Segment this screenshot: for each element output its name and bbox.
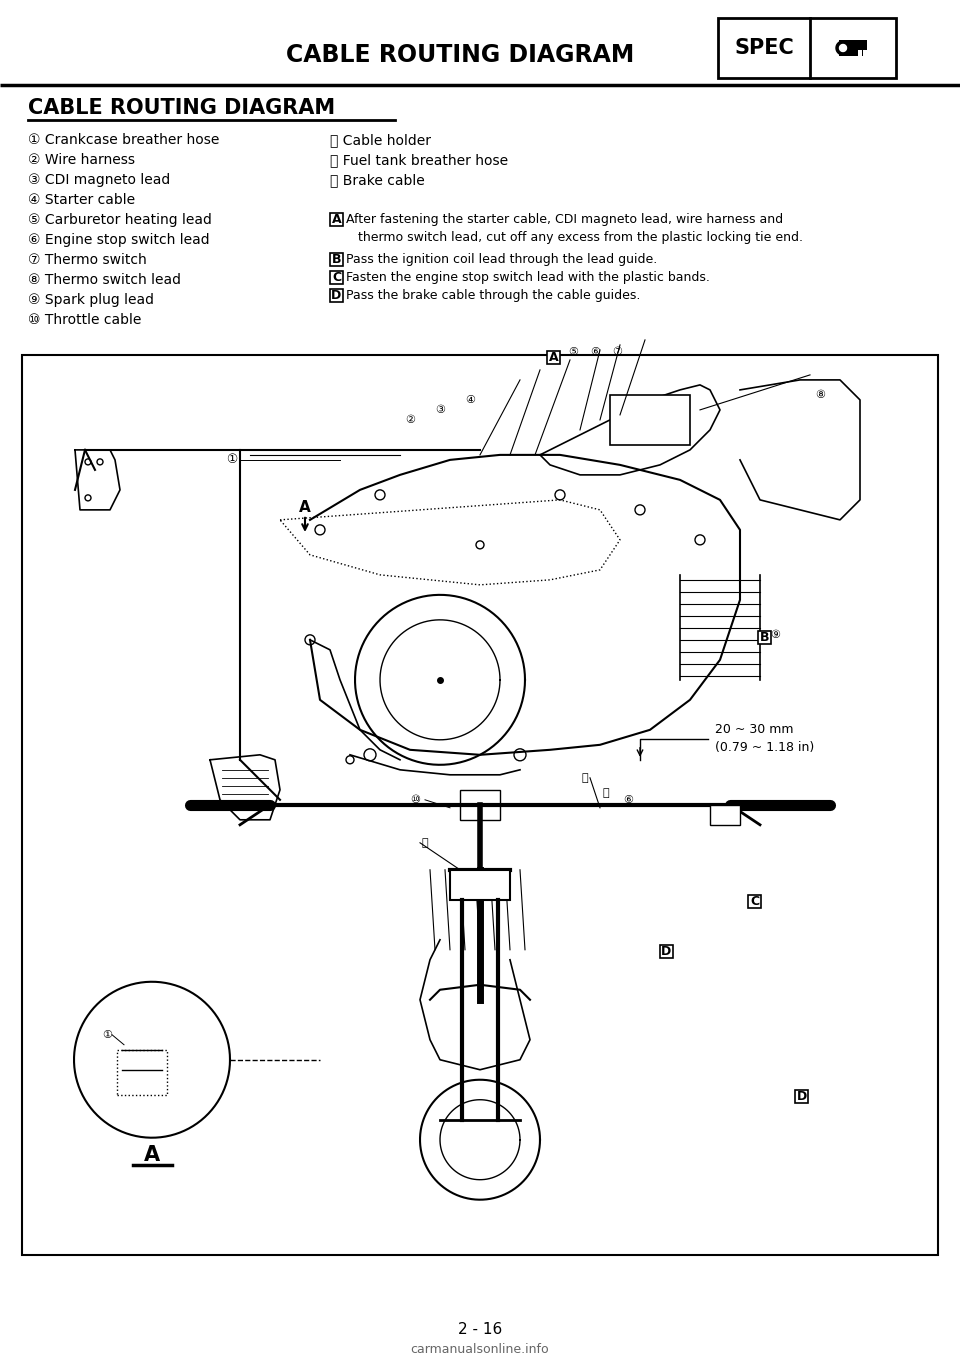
Text: Pass the brake cable through the cable guides.: Pass the brake cable through the cable g… (346, 289, 640, 303)
Bar (610, 395, 690, 445)
Text: ⑪ Cable holder: ⑪ Cable holder (330, 133, 431, 147)
Text: ①: ① (227, 454, 238, 466)
Bar (758, 631, 771, 644)
Text: ③: ③ (435, 405, 445, 416)
Text: ⑦ Thermo switch: ⑦ Thermo switch (28, 253, 147, 268)
Text: 20 ~ 30 mm: 20 ~ 30 mm (715, 724, 794, 736)
Text: CABLE ROUTING DIAGRAM: CABLE ROUTING DIAGRAM (286, 43, 635, 67)
Text: carmanualsonline.info: carmanualsonline.info (411, 1343, 549, 1357)
Text: ⑬: ⑬ (421, 838, 428, 847)
Bar (330, 254, 343, 266)
Text: ⑥: ⑥ (623, 794, 633, 805)
Bar (839, 39, 867, 56)
Text: SPEC: SPEC (734, 38, 794, 58)
Text: ① Crankcase breather hose: ① Crankcase breather hose (28, 133, 220, 147)
Bar (330, 289, 343, 303)
Text: ⑫: ⑫ (603, 788, 610, 797)
Text: ⑧: ⑧ (815, 390, 825, 399)
Bar (330, 213, 343, 227)
Bar (863, 50, 867, 56)
Bar (660, 945, 673, 959)
Bar (547, 352, 560, 364)
Text: Fasten the engine stop switch lead with the plastic bands.: Fasten the engine stop switch lead with … (346, 272, 709, 284)
Text: 2 - 16: 2 - 16 (458, 1323, 502, 1338)
Text: D: D (661, 945, 672, 959)
Text: A: A (144, 1145, 160, 1165)
Bar (450, 869, 510, 900)
Bar (22, 354, 938, 1255)
Text: After fastening the starter cable, CDI magneto lead, wire harness and: After fastening the starter cable, CDI m… (346, 213, 783, 227)
Text: D: D (331, 289, 342, 303)
Bar (330, 272, 343, 284)
Text: ②: ② (405, 416, 415, 425)
Text: C: C (750, 895, 759, 909)
Text: (0.79 ~ 1.18 in): (0.79 ~ 1.18 in) (715, 741, 814, 754)
Text: ①: ① (102, 1029, 112, 1040)
Text: ④ Starter cable: ④ Starter cable (28, 193, 135, 206)
Bar (858, 50, 862, 56)
Polygon shape (839, 45, 847, 52)
Text: ⑥: ⑥ (590, 346, 600, 357)
Text: B: B (759, 631, 769, 644)
Text: A: A (549, 352, 559, 364)
Text: thermo switch lead, cut off any excess from the plastic locking tie end.: thermo switch lead, cut off any excess f… (358, 231, 803, 244)
Text: ⑦: ⑦ (612, 346, 622, 357)
Text: C: C (332, 272, 341, 284)
Text: ④: ④ (465, 395, 475, 405)
Bar (748, 895, 761, 909)
Text: ⑤: ⑤ (568, 346, 578, 357)
Text: A: A (332, 213, 342, 227)
Text: ⑧ Thermo switch lead: ⑧ Thermo switch lead (28, 273, 181, 287)
Text: ⑫ Fuel tank breather hose: ⑫ Fuel tank breather hose (330, 153, 508, 167)
Text: ⑤ Carburetor heating lead: ⑤ Carburetor heating lead (28, 213, 212, 227)
Text: ⑥ Engine stop switch lead: ⑥ Engine stop switch lead (28, 234, 209, 247)
Text: ⑪: ⑪ (582, 773, 588, 782)
Bar (117, 1050, 167, 1095)
Text: D: D (797, 1090, 806, 1103)
Text: A: A (300, 500, 311, 516)
Text: Pass the ignition coil lead through the lead guide.: Pass the ignition coil lead through the … (346, 254, 658, 266)
Text: ⑩: ⑩ (410, 794, 420, 805)
Text: ⑨: ⑨ (770, 630, 780, 640)
Text: ⑬ Brake cable: ⑬ Brake cable (330, 172, 424, 187)
Text: ⑩ Throttle cable: ⑩ Throttle cable (28, 312, 141, 327)
Text: B: B (332, 254, 341, 266)
Bar (460, 790, 500, 820)
Polygon shape (836, 41, 850, 54)
Text: ② Wire harness: ② Wire harness (28, 153, 135, 167)
Bar (718, 18, 896, 77)
Text: ⑨ Spark plug lead: ⑨ Spark plug lead (28, 293, 154, 307)
Text: ③ CDI magneto lead: ③ CDI magneto lead (28, 172, 170, 187)
Bar (710, 805, 740, 824)
Bar (795, 1090, 808, 1103)
Text: CABLE ROUTING DIAGRAM: CABLE ROUTING DIAGRAM (28, 98, 335, 118)
